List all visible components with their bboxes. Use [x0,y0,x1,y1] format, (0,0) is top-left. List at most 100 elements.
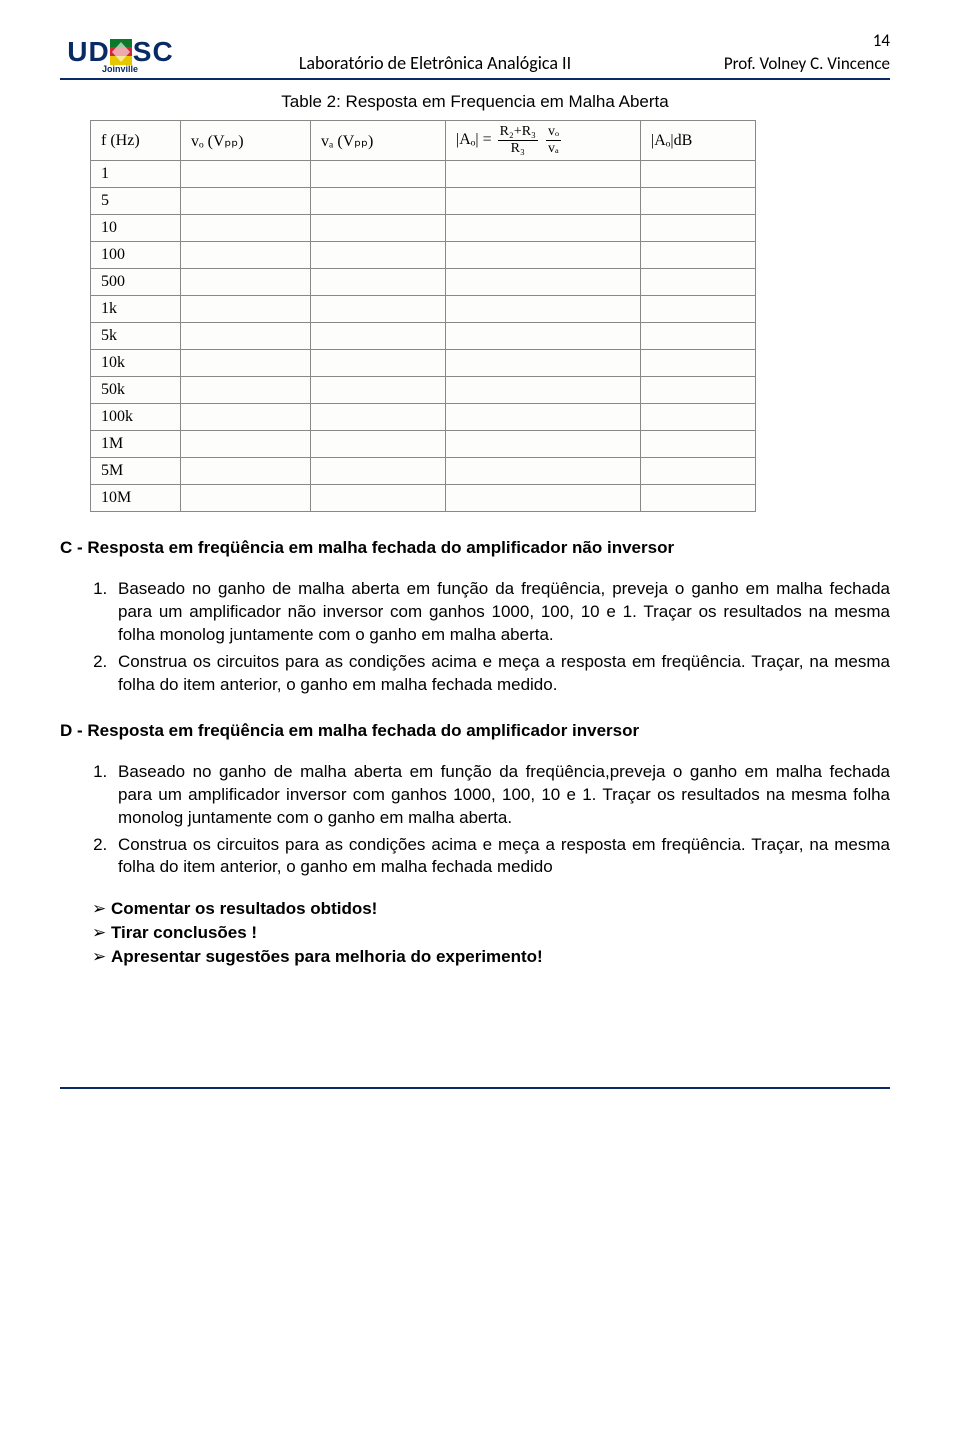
cell-f: 10M [91,485,181,512]
cell-va [311,350,446,377]
section-d-title: D - Resposta em freqüência em malha fech… [60,721,890,741]
list-item: Construa os circuitos para as condições … [112,651,890,697]
cell-vo [181,296,311,323]
cell-vo [181,269,311,296]
table-body: 1 5 10 100 500 1k 5k 10k 50k 100k 1M 5M … [91,161,756,512]
cell-va [311,404,446,431]
closing-list: Comentar os resultados obtidos! Tirar co… [60,899,890,967]
header-right: 14 Prof. Volney C. Vincence [690,30,890,74]
cell-va [311,269,446,296]
cell-f: 50k [91,377,181,404]
table-row: 500 [91,269,756,296]
table-row: 100k [91,404,756,431]
cell-ao [446,431,641,458]
header-title: Laboratório de Eletrônica Analógica II [180,52,690,74]
logo-s: S [133,38,152,66]
list-item: Baseado no ganho de malha aberta em funç… [112,761,890,830]
table-row: 5k [91,323,756,350]
table-row: 1M [91,431,756,458]
cell-ao [446,161,641,188]
cell-vo [181,161,311,188]
col-header-vo: vₒ (Vₚₚ) [181,121,311,161]
footer-rule [60,1087,890,1089]
cell-va [311,323,446,350]
cell-ao [446,404,641,431]
cell-ao [446,215,641,242]
fraction-r: R₂+R₃ R₃ [498,125,538,156]
col-header-frequency: f (Hz) [91,121,181,161]
cell-db [641,296,756,323]
cell-f: 5M [91,458,181,485]
table-row: 10 [91,215,756,242]
cell-db [641,269,756,296]
cell-f: 100k [91,404,181,431]
frac-den-r: R₃ [498,141,538,156]
cell-vo [181,350,311,377]
cell-vo [181,188,311,215]
frac-num-r: R₂+R₃ [498,125,538,141]
list-item: Construa os circuitos para as condições … [112,834,890,880]
table-row: 1k [91,296,756,323]
cell-db [641,485,756,512]
table-row: 5M [91,458,756,485]
table-row: 5 [91,188,756,215]
cell-f: 5 [91,188,181,215]
cell-ao [446,323,641,350]
cell-f: 5k [91,323,181,350]
section-d-list: Baseado no ganho de malha aberta em funç… [60,761,890,880]
cell-va [311,458,446,485]
frac-num-v: vₒ [546,125,561,141]
cell-f: 1M [91,431,181,458]
closing-item: Apresentar sugestões para melhoria do ex… [92,947,890,967]
table-caption: Table 2: Resposta em Frequencia em Malha… [60,92,890,112]
cell-db [641,458,756,485]
logo-subtitle: Joinville [102,64,138,74]
cell-ao [446,188,641,215]
cell-db [641,161,756,188]
cell-vo [181,404,311,431]
logo-main: U D S C [67,38,172,66]
cell-vo [181,377,311,404]
cell-ao [446,350,641,377]
cell-ao [446,485,641,512]
table-row: 10M [91,485,756,512]
cell-vo [181,485,311,512]
cell-ao [446,458,641,485]
col-header-db: |Aₒ|dB [641,121,756,161]
logo-flag-icon [110,39,132,65]
page-header: U D S C Joinville Laboratório de Eletrôn… [60,30,890,80]
cell-vo [181,323,311,350]
cell-ao [446,296,641,323]
cell-db [641,431,756,458]
cell-f: 1 [91,161,181,188]
professor: Prof. Volney C. Vincence [724,53,890,74]
table-header-row: f (Hz) vₒ (Vₚₚ) vₐ (Vₚₚ) |Aₒ| = R₂+R₃ R₃… [91,121,756,161]
logo: U D S C Joinville [60,38,180,74]
cell-vo [181,431,311,458]
col-header-gain-formula: |Aₒ| = R₂+R₃ R₃ vₒ vₐ [446,121,641,161]
cell-ao [446,377,641,404]
frequency-response-table: f (Hz) vₒ (Vₚₚ) vₐ (Vₚₚ) |Aₒ| = R₂+R₃ R₃… [90,120,756,512]
cell-f: 1k [91,296,181,323]
cell-ao [446,269,641,296]
cell-f: 500 [91,269,181,296]
logo-c: C [152,38,172,66]
cell-ao [446,242,641,269]
cell-f: 10 [91,215,181,242]
cell-va [311,242,446,269]
table-row: 100 [91,242,756,269]
closing-item: Tirar conclusões ! [92,923,890,943]
cell-db [641,215,756,242]
cell-db [641,188,756,215]
cell-db [641,404,756,431]
cell-db [641,350,756,377]
section-c-title: C - Resposta em freqüência em malha fech… [60,538,890,558]
section-c-list: Baseado no ganho de malha aberta em funç… [60,578,890,697]
col-header-va: vₐ (Vₚₚ) [311,121,446,161]
table-row: 1 [91,161,756,188]
page: U D S C Joinville Laboratório de Eletrôn… [0,0,960,1129]
cell-db [641,242,756,269]
cell-va [311,161,446,188]
cell-va [311,215,446,242]
cell-va [311,296,446,323]
